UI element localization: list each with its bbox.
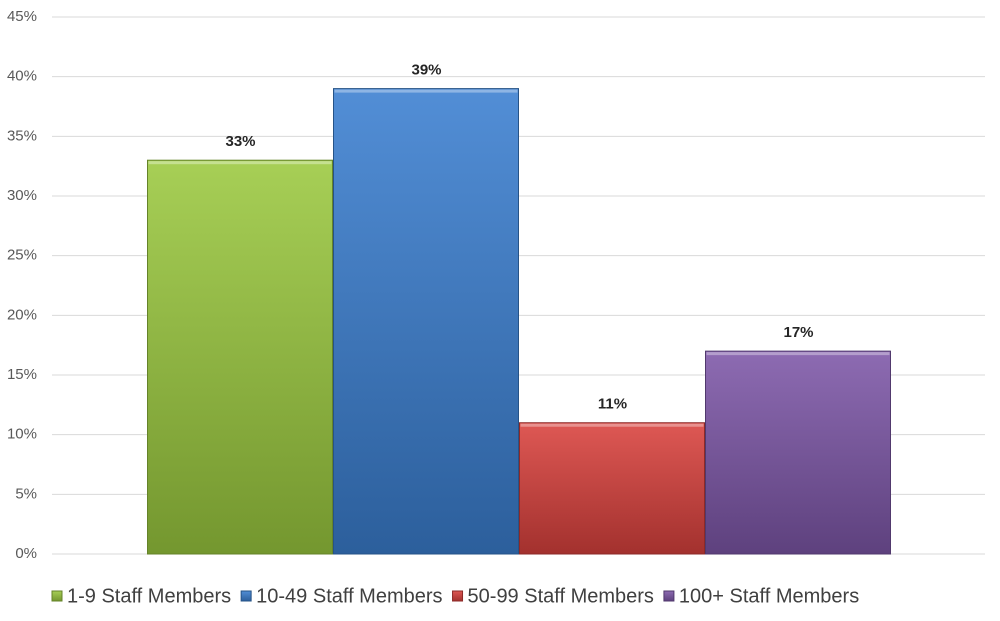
bar [519, 422, 705, 555]
legend-label: 1-9 Staff Members [67, 585, 231, 607]
y-tick-label: 20% [7, 306, 37, 323]
value-label: 11% [598, 396, 627, 413]
legend-swatch [452, 590, 464, 602]
legend-label: 10-49 Staff Members [256, 585, 442, 607]
legend-swatch [51, 590, 63, 602]
bar [147, 159, 333, 555]
y-tick-label: 10% [7, 426, 37, 443]
y-tick-label: 5% [15, 485, 37, 502]
bar-highlight [334, 89, 518, 93]
y-tick-label: 35% [7, 127, 37, 144]
bar [705, 350, 891, 555]
y-tick-label: 25% [7, 247, 37, 264]
y-tick-label: 40% [7, 68, 37, 85]
value-label: 17% [783, 324, 813, 341]
y-tick-label: 45% [7, 8, 37, 25]
legend-label: 100+ Staff Members [679, 585, 859, 607]
legend-swatch [663, 590, 675, 602]
bar [333, 88, 519, 555]
value-label: 39% [411, 62, 441, 79]
legend-swatch [240, 590, 252, 602]
bar-highlight [706, 352, 890, 356]
y-tick-label: 0% [15, 545, 37, 562]
y-tick-label: 15% [7, 366, 37, 383]
bar-highlight [520, 423, 704, 427]
legend-label: 50-99 Staff Members [468, 585, 654, 607]
value-label: 33% [225, 133, 255, 150]
bar-highlight [148, 161, 332, 165]
y-tick-label: 30% [7, 187, 37, 204]
